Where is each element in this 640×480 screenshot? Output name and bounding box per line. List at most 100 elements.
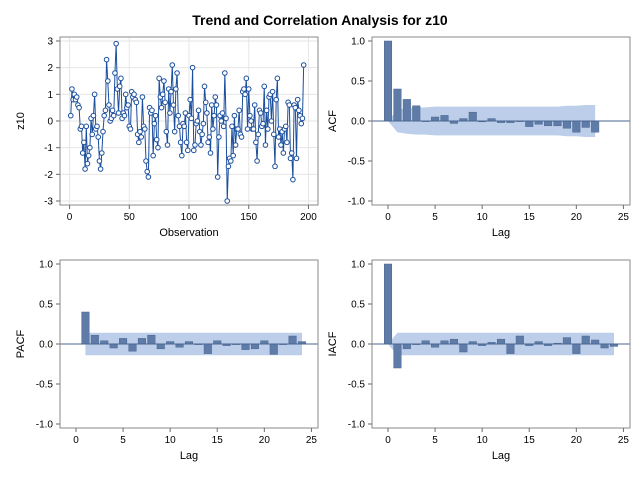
acf-bar xyxy=(468,111,477,122)
data-point xyxy=(278,142,284,148)
y-tick-label: 1.0 xyxy=(39,260,53,271)
data-point xyxy=(200,120,207,127)
x-tick-label: 25 xyxy=(306,435,318,446)
data-point xyxy=(163,128,170,135)
acf-panel: -1.0 -0.5 0.0 0.5 1.0 0 5 10 15 20 25 Lag ACF xyxy=(327,36,631,239)
data-point xyxy=(282,123,289,130)
data-point xyxy=(76,104,82,111)
data-point xyxy=(208,102,215,108)
iacf-bar xyxy=(562,337,571,345)
data-point xyxy=(138,134,145,140)
data-point xyxy=(96,158,103,164)
data-point xyxy=(219,110,226,116)
data-point xyxy=(137,128,143,135)
data-point xyxy=(153,136,160,143)
pacf-bar xyxy=(288,335,297,345)
x-axis-label: Lag xyxy=(180,450,198,462)
acf-bar xyxy=(581,120,590,128)
data-point xyxy=(288,150,295,156)
iacf-bar xyxy=(402,343,411,350)
data-point xyxy=(185,147,191,154)
x-tick-label: 5 xyxy=(432,435,438,446)
data-point xyxy=(158,104,165,111)
data-point xyxy=(182,110,189,116)
data-point xyxy=(156,75,162,82)
data-point xyxy=(224,198,231,204)
pacf-bar xyxy=(147,334,156,345)
data-point xyxy=(127,126,134,132)
data-point xyxy=(144,168,150,175)
pacf-bar xyxy=(156,343,165,350)
y-tick-label: 0.5 xyxy=(39,300,53,311)
data-point xyxy=(294,96,301,103)
iacf-bar xyxy=(572,343,581,354)
data-point xyxy=(243,75,250,82)
data-point xyxy=(257,110,264,116)
pacf-bar xyxy=(90,334,99,345)
data-point xyxy=(81,139,87,146)
data-point xyxy=(125,102,131,108)
acf-bar xyxy=(553,120,562,127)
iacf-panel: -1.0 -0.5 0.0 0.5 1.0 0 5 10 15 20 25 Lag IACF xyxy=(327,259,631,462)
iacf-bar xyxy=(496,338,506,345)
data-point xyxy=(300,62,307,68)
x-tick-label: 50 xyxy=(124,212,136,223)
y-tick-label: 1.0 xyxy=(351,260,365,271)
pacf-bar xyxy=(269,343,278,355)
iacf-bar xyxy=(383,263,393,345)
data-point xyxy=(213,102,220,108)
data-point xyxy=(293,155,300,162)
data-point xyxy=(84,160,91,167)
data-point xyxy=(274,75,281,82)
data-point xyxy=(210,126,216,132)
y-tick-label: 0.0 xyxy=(351,340,365,351)
acf-bar xyxy=(544,120,553,127)
acf-bar xyxy=(431,116,440,122)
data-point xyxy=(150,152,156,159)
figure-title: Trend and Correlation Analysis for z10 xyxy=(192,12,448,28)
data-point xyxy=(67,112,74,119)
x-tick-label: 100 xyxy=(181,212,198,223)
data-point xyxy=(231,112,238,119)
data-point xyxy=(255,131,262,138)
data-point xyxy=(292,104,299,111)
data-point xyxy=(143,158,149,164)
data-point xyxy=(225,163,232,170)
y-tick-label: -1.0 xyxy=(36,420,54,431)
iacf-bar xyxy=(449,338,458,345)
pacf-panel: -1.0 -0.5 0.0 0.5 1.0 0 5 10 15 20 25 Lag PACF xyxy=(15,259,319,462)
data-point xyxy=(83,123,90,130)
data-point xyxy=(202,99,209,106)
data-point xyxy=(205,139,211,146)
data-point xyxy=(151,120,158,127)
data-point xyxy=(116,83,123,90)
data-point xyxy=(272,163,278,170)
data-point xyxy=(173,86,179,92)
pacf-bar xyxy=(109,343,118,349)
data-point xyxy=(195,107,202,114)
data-point xyxy=(122,91,129,98)
iacf-bar xyxy=(506,343,515,354)
data-point xyxy=(142,126,148,132)
pacf-bar xyxy=(250,343,259,350)
data-point xyxy=(170,102,177,108)
data-point xyxy=(155,144,161,151)
x-tick-label: 0 xyxy=(385,435,391,446)
data-point xyxy=(244,126,251,132)
data-point xyxy=(216,134,222,140)
data-point xyxy=(269,88,276,95)
data-point xyxy=(145,174,152,180)
data-point xyxy=(102,107,109,114)
x-tick-label: 10 xyxy=(165,435,177,446)
data-point xyxy=(90,112,97,119)
acf-bar xyxy=(393,88,402,122)
data-point xyxy=(136,139,142,146)
data-point xyxy=(218,118,225,124)
pacf-bar xyxy=(137,338,146,345)
data-point xyxy=(299,115,306,122)
data-point xyxy=(164,142,171,148)
data-point xyxy=(260,120,266,127)
data-point xyxy=(241,86,247,92)
data-point xyxy=(94,123,100,130)
